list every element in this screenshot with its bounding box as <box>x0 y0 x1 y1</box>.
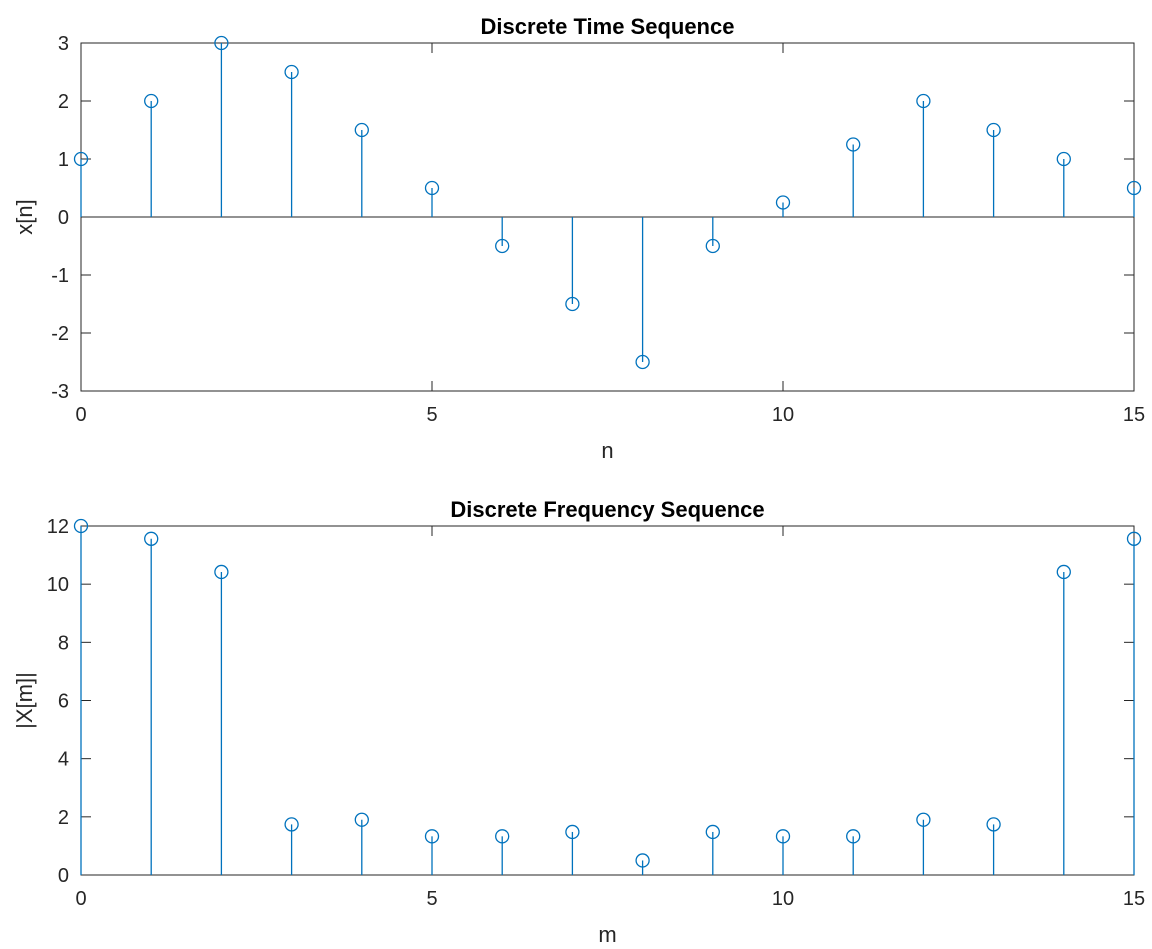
freq-y-tick-label: 2 <box>58 807 69 829</box>
freq-stem-marker <box>284 817 299 832</box>
time-y-tick-label: 0 <box>58 207 69 229</box>
freq-x-tick-label: 0 <box>75 888 86 910</box>
freq-y-tick-label: 6 <box>58 691 69 713</box>
frequency-sequence-plot: 0 5 10 15 0 2 4 6 8 10 12 Discrete Frequency Sequen… <box>12 497 1145 947</box>
freq-y-tick-label: 0 <box>58 865 69 887</box>
freq-stem-marker <box>775 829 791 844</box>
time-stem-marker <box>144 93 159 109</box>
time-stem-marker <box>1056 151 1071 167</box>
time-stem-marker <box>565 296 580 312</box>
freq-chart-title: Discrete Frequency Sequence <box>450 497 764 522</box>
freq-stem-marker <box>424 829 440 844</box>
freq-stem-marker <box>495 829 510 844</box>
time-x-tick-label: 10 <box>772 404 794 426</box>
freq-y-tick-label: 10 <box>47 574 69 596</box>
time-x-axis-label: n <box>601 438 613 463</box>
freq-stem-marker <box>635 853 650 868</box>
time-sequence-plot: 0 5 10 15 -3 -2 -1 0 1 2 3 Discrete Time Sequence n x… <box>12 14 1145 463</box>
time-y-tick-label: 2 <box>58 91 69 113</box>
time-stem-marker <box>635 354 650 370</box>
time-stem-marker <box>775 195 791 210</box>
time-stem-marker <box>846 137 861 152</box>
time-x-tick-label: 15 <box>1123 404 1145 426</box>
freq-y-tick-label: 12 <box>47 516 69 538</box>
freq-x-tick-label: 5 <box>426 888 437 910</box>
time-stem-marker <box>73 151 89 167</box>
time-chart-title: Discrete Time Sequence <box>481 14 735 39</box>
time-stem-marker <box>214 35 229 51</box>
time-y-tick-label: -1 <box>51 265 69 287</box>
freq-stem-marker <box>214 564 229 580</box>
freq-stem-marker <box>705 824 720 840</box>
time-stem-marker <box>284 64 299 80</box>
freq-y-tick-label: 4 <box>58 749 69 771</box>
time-y-tick-label: -3 <box>51 381 69 403</box>
freq-stem-marker <box>565 824 580 840</box>
freq-y-axis-label: |X[m]| <box>12 672 37 729</box>
time-y-tick-label: 3 <box>58 33 69 55</box>
time-stem-marker <box>424 180 440 196</box>
time-stem-marker <box>986 122 1001 138</box>
time-x-tick-label: 0 <box>75 404 86 426</box>
freq-stem-marker <box>144 531 159 546</box>
freq-x-tick-label: 10 <box>772 888 794 910</box>
time-y-axis-label: x[n] <box>12 199 37 234</box>
freq-stem-marker <box>73 518 89 534</box>
time-stem-marker <box>705 238 720 254</box>
time-stem-marker <box>495 238 510 254</box>
freq-stem-marker <box>986 817 1001 832</box>
freq-x-axis-label: m <box>598 922 616 947</box>
time-x-tick-label: 5 <box>426 404 437 426</box>
freq-y-tick-label: 8 <box>58 632 69 654</box>
freq-stem-marker <box>1056 564 1071 580</box>
time-stem-marker <box>354 122 369 138</box>
freq-stem-marker <box>354 812 369 827</box>
freq-stem-marker <box>916 812 931 827</box>
time-y-tick-label: 1 <box>58 149 69 171</box>
freq-stem-marker <box>846 829 861 844</box>
freq-axes-frame <box>80 525 1135 876</box>
time-stem-marker <box>916 93 931 109</box>
time-stem-marker <box>1126 180 1142 196</box>
freq-stem-marker <box>1126 531 1142 546</box>
freq-x-tick-label: 15 <box>1123 888 1145 910</box>
time-y-tick-label: -2 <box>51 323 69 345</box>
